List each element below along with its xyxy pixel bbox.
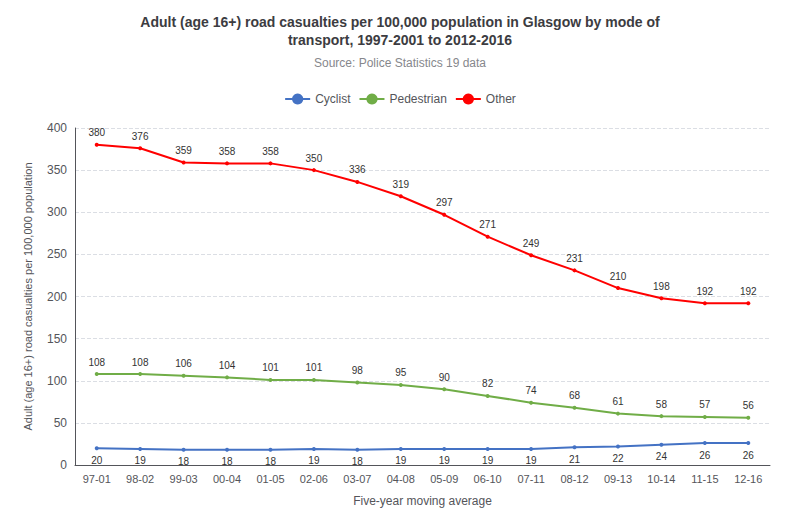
svg-text:07-11: 07-11: [517, 473, 544, 485]
svg-text:101: 101: [306, 362, 323, 373]
svg-text:11-15: 11-15: [691, 473, 718, 485]
svg-text:192: 192: [697, 286, 714, 297]
svg-text:98: 98: [352, 365, 364, 376]
svg-text:350: 350: [47, 163, 67, 177]
svg-text:58: 58: [656, 399, 668, 410]
svg-text:26: 26: [699, 450, 711, 461]
svg-text:376: 376: [132, 131, 149, 142]
svg-text:18: 18: [265, 456, 277, 467]
svg-text:400: 400: [47, 121, 67, 135]
svg-text:300: 300: [47, 205, 67, 219]
svg-text:98-02: 98-02: [126, 473, 154, 485]
svg-text:18: 18: [352, 456, 364, 467]
svg-text:150: 150: [47, 332, 67, 346]
svg-text:02-06: 02-06: [300, 473, 328, 485]
svg-text:Five-year moving average: Five-year moving average: [353, 494, 492, 508]
svg-text:26: 26: [743, 450, 755, 461]
svg-text:210: 210: [610, 271, 627, 282]
svg-text:01-05: 01-05: [256, 473, 284, 485]
svg-text:18: 18: [178, 456, 190, 467]
svg-text:231: 231: [566, 253, 583, 264]
svg-text:19: 19: [482, 455, 494, 466]
svg-text:200: 200: [47, 290, 67, 304]
svg-text:192: 192: [740, 286, 757, 297]
svg-text:250: 250: [47, 247, 67, 261]
svg-text:99-03: 99-03: [170, 473, 198, 485]
svg-text:18: 18: [221, 456, 233, 467]
svg-text:350: 350: [306, 153, 323, 164]
svg-text:Source: Police Statistics 19 d: Source: Police Statistics 19 data: [314, 56, 486, 70]
svg-text:19: 19: [308, 455, 320, 466]
svg-text:19: 19: [439, 455, 451, 466]
svg-text:249: 249: [523, 238, 540, 249]
svg-text:Cyclist: Cyclist: [315, 92, 351, 106]
svg-text:24: 24: [656, 451, 668, 462]
svg-text:0: 0: [60, 458, 67, 472]
svg-text:101: 101: [262, 362, 279, 373]
svg-text:19: 19: [526, 455, 538, 466]
svg-text:57: 57: [699, 399, 711, 410]
svg-text:74: 74: [526, 385, 538, 396]
svg-text:271: 271: [479, 219, 496, 230]
svg-text:05-09: 05-09: [430, 473, 458, 485]
svg-text:22: 22: [612, 453, 624, 464]
svg-text:108: 108: [132, 357, 149, 368]
svg-text:20: 20: [91, 455, 103, 466]
svg-text:100: 100: [47, 374, 67, 388]
svg-text:319: 319: [392, 179, 409, 190]
svg-text:104: 104: [219, 360, 236, 371]
svg-text:04-08: 04-08: [387, 473, 415, 485]
svg-text:358: 358: [262, 146, 279, 157]
svg-text:19: 19: [395, 455, 407, 466]
svg-text:359: 359: [175, 145, 192, 156]
svg-text:Other: Other: [486, 92, 516, 106]
svg-text:50: 50: [54, 416, 68, 430]
svg-text:06-10: 06-10: [474, 473, 502, 485]
svg-text:Pedestrian: Pedestrian: [389, 92, 446, 106]
svg-text:358: 358: [219, 146, 236, 157]
svg-text:transport, 1997-2001 to 2012-2: transport, 1997-2001 to 2012-2016: [288, 32, 512, 48]
svg-text:90: 90: [439, 372, 451, 383]
svg-text:108: 108: [88, 357, 105, 368]
svg-text:95: 95: [395, 367, 407, 378]
svg-text:380: 380: [88, 127, 105, 138]
svg-text:12-16: 12-16: [734, 473, 762, 485]
svg-text:82: 82: [482, 378, 494, 389]
svg-text:00-04: 00-04: [213, 473, 241, 485]
svg-text:09-13: 09-13: [604, 473, 632, 485]
svg-text:97-01: 97-01: [83, 473, 111, 485]
svg-text:336: 336: [349, 164, 366, 175]
svg-text:68: 68: [569, 390, 581, 401]
svg-text:19: 19: [135, 455, 147, 466]
svg-text:03-07: 03-07: [343, 473, 371, 485]
svg-text:21: 21: [569, 454, 581, 465]
svg-text:Adult (age 16+) road casualtie: Adult (age 16+) road casualties per 100,…: [140, 14, 660, 30]
svg-text:297: 297: [436, 197, 453, 208]
svg-text:10-14: 10-14: [647, 473, 675, 485]
svg-text:08-12: 08-12: [560, 473, 588, 485]
svg-text:198: 198: [653, 281, 670, 292]
svg-text:106: 106: [175, 358, 192, 369]
svg-text:56: 56: [743, 400, 755, 411]
svg-text:Adult (age 16+) road casualtie: Adult (age 16+) road casualties per 100,…: [22, 162, 34, 430]
svg-text:61: 61: [612, 396, 624, 407]
